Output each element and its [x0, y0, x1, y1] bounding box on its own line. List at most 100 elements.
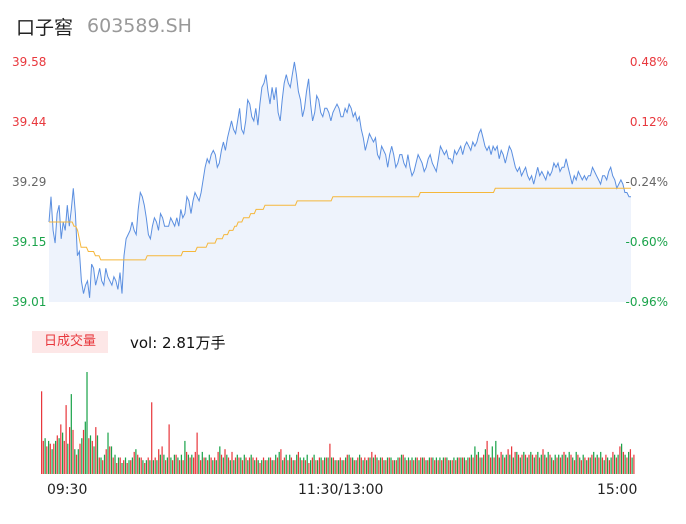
volume-bar	[278, 451, 280, 474]
volume-bar	[420, 457, 422, 474]
volume-bar	[131, 457, 134, 474]
volume-bar	[493, 457, 495, 474]
volume-bar	[243, 454, 245, 474]
daily-volume-badge: 日成交量	[32, 331, 108, 353]
volume-bar	[72, 429, 74, 474]
volume-bar	[109, 446, 111, 474]
volume-bar	[241, 460, 244, 474]
volume-bar	[110, 446, 113, 474]
volume-bar	[88, 438, 90, 474]
price-line	[48, 61, 631, 298]
volume-bar	[276, 457, 279, 474]
volume-bar	[138, 457, 141, 474]
y-tick-right-4: -0.96%	[625, 295, 668, 309]
volume-bar	[486, 440, 488, 474]
volume-bar	[547, 451, 549, 474]
volume-bar	[586, 460, 588, 474]
volume-bar	[102, 460, 104, 474]
volume-bar	[544, 454, 546, 474]
volume-bar	[334, 460, 336, 474]
volume-bar	[297, 451, 300, 474]
volume-bar	[70, 394, 72, 474]
volume-bar	[56, 435, 58, 474]
volume-bar	[481, 457, 483, 474]
volume-bar	[469, 457, 471, 474]
volume-bar	[41, 391, 43, 474]
volume-bar	[570, 454, 572, 474]
volume-bar	[556, 457, 558, 474]
volume-bar	[233, 460, 235, 474]
volume-bar	[207, 460, 209, 474]
volume-bar	[379, 457, 382, 474]
volume-bar	[103, 454, 106, 474]
volume-bar	[313, 454, 315, 474]
volume-bar	[582, 454, 584, 474]
volume-bar	[65, 405, 67, 474]
volume-bar	[201, 451, 203, 474]
volume-bar	[523, 451, 525, 474]
volume-bar	[214, 457, 216, 474]
volume-bar	[589, 457, 591, 474]
volume-bar	[234, 457, 237, 474]
volume-bar	[383, 460, 385, 474]
volume-bar	[144, 463, 146, 474]
volume-bar	[572, 457, 574, 474]
volume-bar	[430, 457, 432, 474]
volume-bar	[303, 457, 305, 474]
volume-bar	[208, 454, 210, 474]
volume-bar	[495, 440, 497, 474]
volume-bar	[268, 457, 270, 474]
volume-bar	[360, 457, 362, 474]
volume-bar	[193, 457, 195, 474]
volume-bar	[545, 457, 548, 474]
volume-bar	[594, 457, 597, 474]
y-tick-left-2: 39.29	[12, 175, 47, 189]
volume-bar	[531, 454, 534, 474]
volume-bar	[250, 454, 252, 474]
volume-bar	[411, 457, 413, 474]
volume-bar	[247, 460, 249, 474]
volume-bar	[262, 457, 265, 474]
volume-bar	[455, 460, 457, 474]
volume-bar	[159, 454, 162, 474]
volume-bar	[593, 451, 595, 474]
volume-bar	[269, 457, 272, 474]
volume-bar	[470, 454, 473, 474]
volume-bar	[212, 460, 214, 474]
volume-bar	[607, 457, 609, 474]
volume-bar	[425, 460, 427, 474]
volume-bar	[173, 454, 176, 474]
volume-bar	[392, 460, 394, 474]
volume-bar	[441, 460, 443, 474]
volume-bar	[283, 457, 286, 474]
volume-bar	[105, 449, 107, 474]
volume-bar	[130, 460, 132, 474]
volume-bar	[343, 460, 345, 474]
volume-bar	[306, 454, 308, 474]
volume-bar	[60, 424, 62, 474]
volume-bar	[448, 460, 450, 474]
volume-bar	[434, 460, 436, 474]
volume-bar	[231, 451, 233, 474]
volume-bar	[179, 460, 181, 474]
volume-bar	[194, 451, 196, 474]
volume-bar	[629, 449, 632, 474]
volume-bar	[107, 432, 109, 474]
volume-bar	[549, 454, 551, 474]
volume-bar	[91, 440, 93, 474]
volume-bar	[48, 440, 50, 474]
stock-name: 口子窖	[16, 16, 74, 39]
volume-bar	[220, 454, 223, 474]
volume-bar	[573, 460, 576, 474]
volume-bar	[402, 454, 404, 474]
volume-bar	[462, 457, 464, 474]
volume-bar	[542, 449, 544, 474]
volume-bar	[474, 446, 476, 474]
volume-bar	[310, 460, 312, 474]
volume-bar	[423, 457, 425, 474]
volume-bar	[519, 457, 521, 474]
volume-bar	[533, 457, 535, 474]
volume-bar	[603, 460, 605, 474]
volume-bar	[488, 454, 490, 474]
volume-bar	[350, 457, 352, 474]
